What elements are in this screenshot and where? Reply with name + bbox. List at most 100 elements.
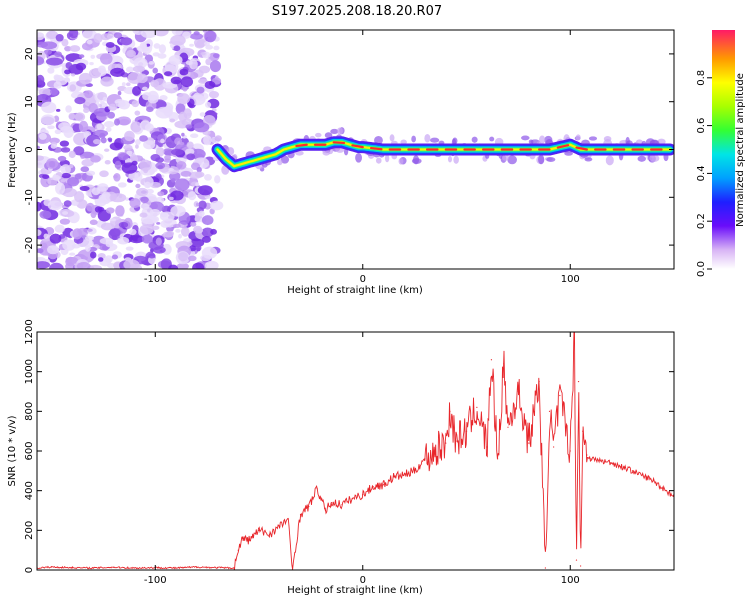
noise-blob bbox=[189, 33, 204, 40]
spectrogram-y-axis-label: Frequency (Hz) bbox=[7, 112, 18, 188]
noise-blob bbox=[153, 246, 166, 254]
noise-blob bbox=[139, 212, 148, 218]
snr-point bbox=[258, 529, 260, 531]
noise-blob bbox=[136, 73, 148, 84]
noise-blob bbox=[86, 39, 93, 45]
noise-blob bbox=[105, 207, 115, 214]
snr-point bbox=[50, 566, 53, 568]
ridge-peak bbox=[369, 146, 383, 151]
noise-blob bbox=[202, 115, 216, 126]
noise-blob bbox=[74, 112, 86, 122]
noise-blob bbox=[201, 236, 211, 243]
noise-blob bbox=[97, 183, 109, 192]
noise-blob bbox=[185, 148, 195, 155]
noise-blob bbox=[71, 73, 76, 77]
noise-blob bbox=[139, 120, 151, 131]
noise-blob bbox=[101, 191, 112, 205]
noise-blob bbox=[54, 224, 65, 233]
noise-blob bbox=[60, 164, 71, 175]
noise-blob bbox=[41, 101, 57, 114]
ridge-halo-blob bbox=[539, 135, 546, 144]
noise-blob bbox=[140, 30, 157, 39]
noise-blob bbox=[69, 164, 74, 168]
snr-point bbox=[486, 446, 488, 448]
noise-blob bbox=[209, 60, 222, 73]
snr-plot-area bbox=[37, 332, 674, 570]
noise-blob bbox=[164, 154, 171, 161]
noise-blob bbox=[158, 44, 167, 54]
noise-blob bbox=[83, 107, 90, 114]
ridge-halo-blob bbox=[375, 157, 382, 164]
snr-point bbox=[331, 501, 333, 504]
snr-point bbox=[393, 476, 395, 478]
noise-blob bbox=[109, 228, 121, 238]
snr-point bbox=[577, 380, 580, 383]
noise-blob bbox=[201, 246, 218, 259]
snr-point bbox=[196, 566, 198, 568]
noise-blob bbox=[147, 256, 156, 265]
snr-point bbox=[559, 394, 561, 397]
snr-point bbox=[414, 470, 416, 472]
noise-blob bbox=[152, 67, 159, 74]
snr-point bbox=[237, 549, 239, 551]
snr-point bbox=[403, 474, 405, 476]
noise-blob bbox=[193, 122, 210, 133]
noise-blob bbox=[49, 233, 62, 244]
noise-blob bbox=[187, 191, 197, 201]
snr-point bbox=[631, 470, 634, 472]
noise-blob bbox=[104, 159, 111, 165]
noise-blob bbox=[100, 137, 107, 144]
noise-blob bbox=[157, 191, 165, 197]
snr-point bbox=[517, 390, 519, 393]
noise-blob bbox=[62, 211, 69, 215]
noise-blob bbox=[126, 49, 136, 58]
noise-blob bbox=[49, 137, 60, 144]
noise-blob bbox=[90, 251, 97, 259]
noise-blob bbox=[185, 124, 193, 129]
noise-blob bbox=[155, 106, 173, 119]
noise-blob bbox=[69, 45, 81, 52]
colorbar-tick-label: 0.6 bbox=[696, 118, 707, 134]
noise-blob bbox=[185, 60, 193, 66]
ridge-halo-blob bbox=[453, 155, 459, 164]
noise-blob bbox=[84, 90, 94, 99]
snr-point bbox=[341, 503, 343, 506]
noise-blob bbox=[123, 259, 140, 269]
noise-blob bbox=[214, 175, 221, 184]
spectrogram-plot-area bbox=[37, 30, 674, 269]
noise-blob bbox=[155, 162, 166, 170]
noise-blob bbox=[174, 178, 190, 191]
noise-blob bbox=[46, 158, 59, 169]
ridge-halo-blob bbox=[649, 140, 659, 145]
ridge-halo-blob bbox=[322, 150, 331, 156]
y-tick-label: 10 bbox=[24, 95, 35, 108]
snr-point bbox=[175, 567, 177, 569]
ridge-halo-blob bbox=[430, 137, 440, 143]
noise-blob bbox=[78, 120, 89, 133]
noise-blob bbox=[82, 256, 89, 261]
noise-blob bbox=[181, 132, 185, 137]
snr-point bbox=[299, 513, 302, 516]
ridge-halo-blob bbox=[374, 135, 383, 145]
noise-blob bbox=[37, 32, 45, 41]
noise-blob bbox=[178, 233, 183, 239]
noise-blob bbox=[42, 174, 50, 180]
noise-blob bbox=[46, 30, 59, 40]
noise-blob bbox=[126, 66, 134, 73]
ridge-halo-blob bbox=[625, 136, 630, 146]
noise-blob bbox=[209, 208, 215, 215]
noise-blob bbox=[117, 236, 130, 245]
noise-blob bbox=[153, 78, 167, 91]
ridge-halo-blob bbox=[384, 154, 390, 163]
noise-blob bbox=[117, 182, 127, 188]
noise-blob bbox=[55, 108, 61, 112]
noise-blob bbox=[69, 84, 77, 92]
noise-blob bbox=[131, 160, 138, 166]
noise-blob bbox=[118, 221, 129, 228]
snr-point bbox=[233, 567, 235, 569]
y-tick-label: 1000 bbox=[24, 359, 35, 384]
noise-blob bbox=[117, 90, 122, 96]
snr-point bbox=[241, 537, 244, 539]
noise-blob bbox=[89, 219, 98, 226]
x-tick-label: 100 bbox=[561, 274, 580, 285]
